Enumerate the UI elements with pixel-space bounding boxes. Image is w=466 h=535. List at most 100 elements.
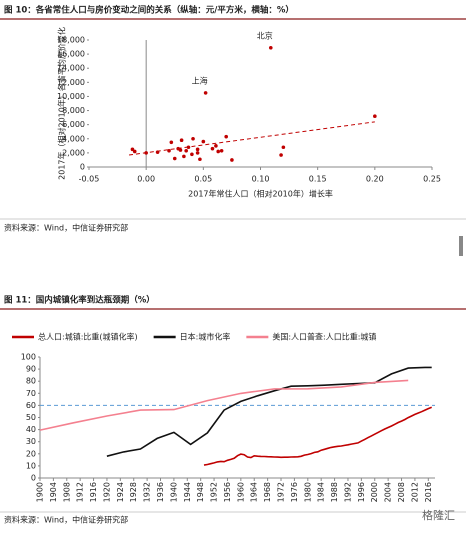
point [201,139,206,144]
x-tick-label: 1932 [143,482,152,502]
series-line [203,406,433,466]
y-tick-label: 4,000 [62,134,85,143]
y-tick-label: 10,000 [57,92,85,101]
x-tick-label: 1972 [277,482,286,502]
point [214,144,218,148]
x-tick-label: 2016 [424,482,433,502]
y-tick-label: 8,000 [62,106,85,115]
point [195,147,200,152]
point [186,145,191,150]
point [281,145,286,150]
x-tick-label: 1964 [250,482,259,502]
y-tick-label: 90 [26,365,36,374]
y-tick-label: 12,000 [57,78,85,87]
x-tick-label: 1952 [210,482,219,502]
point [279,153,283,157]
figure-title: 图 10：各省常住人口与房价变动之间的关系（纵轴：元/平方米，横轴：%） [4,5,294,16]
point [219,148,224,153]
point [178,148,183,152]
x-tick-label: 1936 [156,482,165,502]
x-tick-label: 2008 [397,482,406,502]
point [182,154,186,159]
x-tick-label: 1900 [36,482,45,502]
y-tick-label: 100 [21,353,36,362]
series-line [39,379,409,431]
point [144,151,148,155]
y-tick-label: 20 [26,449,36,458]
x-tick-label: 1908 [62,482,71,502]
point [195,151,200,155]
y-tick-label: 70 [26,389,36,398]
point [268,45,273,50]
x-tick-label: 1960 [236,482,245,502]
trendline [128,121,375,156]
point [230,158,234,162]
y-tick-label: 6,000 [62,120,85,129]
y-tick-label: 30 [26,437,36,446]
source: 资料来源：Wind，中信证券研究部 [4,223,128,233]
point [216,149,220,154]
y-tick-label: 60 [26,401,36,410]
y-tick-label: 40 [26,425,36,434]
y-tick-label: 16,000 [57,50,85,59]
y-tick-label: 2,000 [62,148,85,157]
legend-label: 美国:人口普查:人口比重:城镇 [272,332,376,342]
x-tick-label: 2000 [370,482,379,502]
x-tick-label: 1996 [357,482,366,502]
x-tick-label: 1976 [290,482,299,502]
point [167,148,171,153]
y-tick-label: 0 [80,163,85,172]
x-tick-label: 0.00 [137,175,155,184]
y-axis-title: 2017年（相对2010年）各省平均房价变化 [57,27,67,180]
x-tick-label: 1968 [263,482,272,502]
x-tick-label: 1944 [183,482,192,502]
point [224,134,228,139]
point [155,150,160,154]
point [169,140,174,145]
y-tick-label: 18,000 [57,36,85,45]
x-tick-label: 1980 [303,482,312,502]
point [190,152,194,157]
watermark: 格隆汇 [422,508,455,522]
point [132,149,137,154]
x-tick-label: 1940 [169,482,178,502]
x-axis-title: 2017年常住人口（相对2010年）增长率 [188,189,333,199]
x-tick-label: 2012 [410,482,419,502]
point [172,156,177,161]
point [203,91,208,95]
y-tick-label: 0 [31,474,36,483]
point [130,147,135,152]
y-tick-label: 50 [26,413,36,422]
x-tick-label: 1956 [223,482,232,502]
figure-title: 图 11：国内城镇化率到达瓶颈期（%） [4,295,155,306]
point [210,146,215,151]
x-tick-label: 0.25 [423,175,441,184]
x-tick-label: 2004 [384,482,393,502]
x-tick-label: 1916 [89,482,98,502]
x-tick-label: 1992 [343,482,352,502]
x-tick-label: -0.05 [79,175,100,184]
x-tick-label: 1928 [129,482,138,502]
y-tick-label: 14,000 [57,64,85,73]
annotation: 上海 [192,75,208,85]
point [191,136,195,141]
x-tick-label: 1924 [116,482,125,502]
x-tick-label: 0.05 [194,175,212,184]
point [179,138,184,142]
point [373,114,377,118]
x-tick-label: 0.10 [252,175,270,184]
point [184,148,188,153]
edge-mark [459,236,463,256]
source: 资料来源：Wind，中信证券研究部 [4,515,128,525]
x-tick-label: 1912 [76,482,85,502]
x-tick-label: 1904 [49,482,58,502]
x-tick-label: 1984 [317,482,326,502]
x-tick-label: 1948 [196,482,205,502]
legend-label: 日本:城市化率 [180,332,231,342]
y-tick-label: 10 [26,461,36,470]
x-tick-label: 0.15 [309,175,327,184]
x-tick-label: 0.20 [366,175,384,184]
x-tick-label: 1920 [102,482,111,502]
